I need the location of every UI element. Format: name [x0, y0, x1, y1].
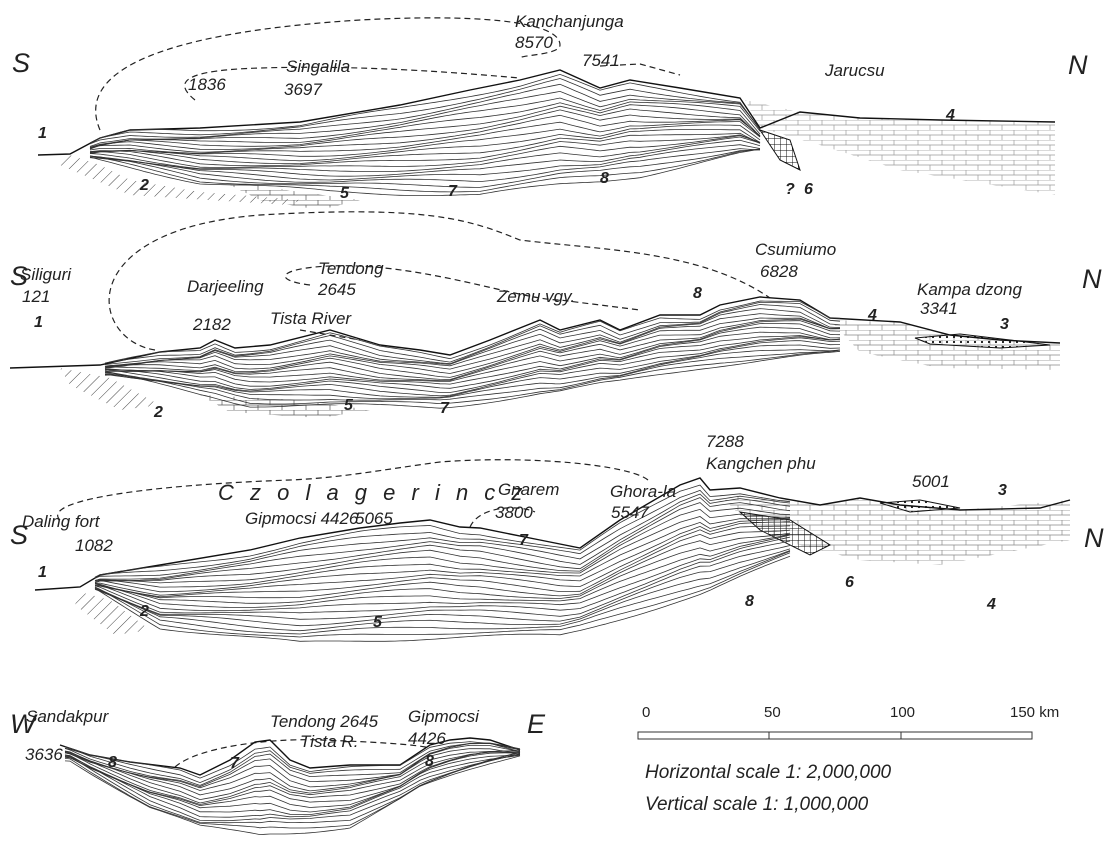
place-label: Csumiumo	[755, 240, 836, 259]
stratum-line	[95, 494, 790, 578]
unit-number: 4	[945, 107, 955, 124]
place-label: Tendong	[318, 259, 384, 278]
unit-number: 5	[344, 397, 354, 414]
unit-number: 8	[108, 754, 117, 771]
place-label: Ghora-la	[610, 482, 676, 501]
stratum-line	[90, 115, 760, 152]
unit-number: 6	[845, 574, 854, 591]
place-label: Kanchanjunga	[515, 12, 624, 31]
place-label: 3341	[920, 299, 958, 318]
direction-label: N	[1068, 50, 1088, 80]
place-label: Gnarem	[498, 480, 559, 499]
unit-number: 6	[804, 181, 813, 198]
unit-number: 5	[373, 614, 383, 631]
place-label: 2182	[192, 315, 231, 334]
stratum-line	[95, 533, 790, 598]
place-label: 7541	[582, 51, 620, 70]
place-label: Singalila	[286, 57, 350, 76]
place-label: 2645	[317, 280, 356, 299]
unit-number: 7	[440, 400, 450, 417]
unit-number: 8	[745, 593, 754, 610]
place-label: 5065	[355, 509, 393, 528]
stratum-line	[95, 517, 790, 583]
place-label: Vertical scale 1: 1,000,000	[645, 794, 869, 815]
place-label: 7288	[706, 432, 744, 451]
place-label: Gipmocsi	[408, 707, 480, 726]
place-label: Kangchen phu	[706, 454, 816, 473]
place-label: 6828	[760, 262, 798, 281]
unit-number: 7	[448, 183, 458, 200]
scale-label: 0	[642, 704, 650, 721]
unit-number: 8	[600, 170, 609, 187]
unit-number: 1	[34, 314, 43, 331]
unit-number: 8	[693, 285, 702, 302]
stratum-line	[90, 135, 760, 166]
stratum-line	[65, 751, 520, 805]
stratum-line	[65, 743, 520, 785]
direction-label: E	[527, 709, 546, 739]
unit-number: 5	[340, 185, 350, 202]
surface-profile	[60, 738, 520, 775]
place-label: Tendong 2645	[270, 712, 379, 731]
unit-number: 7	[230, 755, 240, 772]
scale-label: 150 km	[1010, 704, 1059, 721]
unit-number: 2	[153, 404, 163, 421]
unit-number: 2	[139, 177, 149, 194]
place-label: Jarucsu	[824, 61, 885, 80]
stratum-line	[95, 553, 790, 637]
stratum-line	[95, 556, 790, 641]
place-label: Daling fort	[22, 512, 101, 531]
place-label: Zemu vgy.	[496, 287, 575, 306]
unit-number: 3	[1000, 316, 1009, 333]
unit-number: 1	[38, 564, 47, 581]
place-label: 8570	[515, 33, 553, 52]
scale-bar	[638, 732, 1032, 739]
place-label: 3636	[25, 745, 63, 764]
place-label: 5001	[912, 472, 950, 491]
place-label: Tista R.	[300, 732, 358, 751]
place-label: Gipmocsi 4426	[245, 509, 359, 528]
basement	[75, 592, 150, 635]
unit-number: 4	[867, 307, 877, 324]
direction-label: N	[1082, 264, 1102, 294]
scale-label: 50	[764, 704, 781, 721]
place-label: Darjeeling	[187, 277, 264, 296]
cross-sections: SNKanchanjunga857075411836Singalila3697J…	[0, 0, 1120, 858]
place-label: 4426	[408, 729, 446, 748]
place-label: 121	[22, 287, 50, 306]
place-label: Horizontal scale 1: 2,000,000	[645, 762, 892, 783]
stratum-line	[105, 350, 840, 399]
place-label: 3800	[495, 503, 533, 522]
stratum-line	[95, 526, 790, 595]
place-label: Sandakpur	[26, 707, 110, 726]
unit-number: 8	[425, 753, 434, 770]
unit-number: 2	[139, 603, 149, 620]
stratum-line	[65, 755, 520, 814]
place-label: 3697	[284, 80, 322, 99]
unit-number: 3	[998, 482, 1007, 499]
scale-label: 100	[890, 704, 915, 721]
stratum-line	[90, 129, 760, 160]
unit-number: ?	[785, 181, 795, 198]
stratum-line	[90, 149, 760, 195]
place-label: 1836	[188, 75, 226, 94]
place-label: 5547	[611, 503, 649, 522]
place-label: Tista River	[270, 309, 352, 328]
unit-number: 4	[986, 596, 996, 613]
place-label: Kampa dzong	[917, 280, 1022, 299]
place-label: 1082	[75, 536, 113, 555]
place-label: Siliguri	[20, 265, 72, 284]
direction-label: S	[12, 48, 30, 78]
unit-number: 1	[38, 125, 47, 142]
direction-label: N	[1084, 523, 1104, 553]
unit-number: 7	[519, 532, 529, 549]
place-label: C z o l a g e r i n c z	[218, 480, 527, 505]
